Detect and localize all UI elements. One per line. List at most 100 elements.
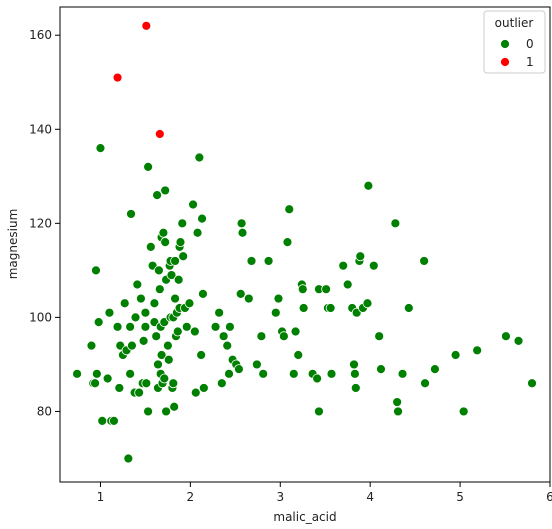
scatter-point-outlier-0 (153, 265, 164, 276)
y-tick-label: 140 (29, 122, 52, 136)
scatter-point-outlier-0 (234, 364, 244, 375)
scatter-point-outlier-0 (125, 321, 136, 332)
scatter-point-outlier-0 (196, 350, 207, 360)
scatter-point-outlier-0 (159, 373, 170, 384)
scatter-point-outlier-0 (501, 331, 511, 342)
scatter-point-outlier-0 (140, 321, 151, 332)
scatter-point-outlier-0 (149, 298, 160, 309)
x-tick-label: 6 (546, 490, 552, 504)
x-tick-label: 5 (456, 490, 464, 504)
scatter-point-outlier-0 (350, 383, 361, 393)
scatter-point-outlier-0 (363, 180, 374, 191)
legend: outlier 0 1 (483, 10, 546, 74)
scatter-point-outlier-0 (127, 340, 137, 351)
scatter-point-outlier-0 (349, 359, 359, 370)
scatter-point-outlier-0 (189, 326, 200, 337)
y-axis: 80 100 120 140 160 (29, 28, 60, 418)
scatter-point-outlier-0 (349, 368, 360, 379)
scatter-point-outlier-0 (141, 378, 152, 389)
scatter-point-outlier-0 (168, 378, 179, 389)
scatter-point-outlier-0 (278, 331, 289, 342)
x-tick-label: 1 (97, 490, 105, 504)
scatter-point-outlier-0 (138, 336, 149, 346)
scatter-point-outlier-0 (513, 336, 524, 346)
scatter-point-outlier-0 (90, 378, 100, 389)
scatter-point-outlier-0 (368, 260, 379, 271)
scatter-point-outlier-0 (192, 227, 203, 238)
scatter-point-outlier-0 (102, 373, 113, 384)
scatter-point-outlier-0 (251, 359, 262, 370)
scatter-point-outlier-0 (143, 406, 154, 417)
y-tick-label: 160 (29, 28, 52, 42)
legend-marker-1 (500, 57, 510, 67)
scatter-point-outlier-0 (326, 368, 337, 379)
scatter-point-outlier-0 (198, 383, 209, 393)
plot-area (59, 6, 551, 483)
scatter-point-outlier-0 (210, 321, 221, 332)
scatter-point-outlier-0 (153, 359, 163, 370)
scatter-point-outlier-0 (93, 317, 104, 327)
scatter-point-outlier-0 (290, 326, 301, 337)
scatter-point-outlier-0 (91, 368, 102, 379)
scatter-point-outlier-0 (236, 218, 247, 229)
legend-box (483, 10, 546, 74)
scatter-point-outlier-0 (237, 227, 248, 238)
scatter-point-outlier-0 (95, 143, 106, 153)
y-tick-label: 100 (29, 310, 52, 324)
x-tick-label: 2 (187, 490, 195, 504)
scatter-point-outlier-0 (218, 331, 229, 342)
scatter-point-outlier-0 (216, 378, 227, 389)
scatter-point-outlier-0 (258, 368, 269, 379)
x-tick-label: 3 (276, 490, 284, 504)
scatter-point-outlier-0 (72, 368, 82, 379)
scatter-point-outlier-0 (270, 307, 281, 318)
scatter-point-outlier-0 (198, 288, 208, 299)
x-axis: 1 2 3 4 5 6 (97, 482, 552, 504)
scatter-point-outlier-0 (134, 387, 145, 398)
scatter-point-outlier-1 (112, 72, 123, 83)
scatter-point-outlier-0 (225, 321, 235, 332)
scatter-point-outlier-0 (119, 298, 130, 309)
scatter-point-outlier-0 (246, 256, 257, 266)
scatter-point-outlier-0 (166, 270, 177, 280)
scatter-point-outlier-0 (298, 303, 309, 313)
scatter-point-outlier-0 (243, 293, 254, 304)
scatter-point-outlier-0 (392, 397, 403, 407)
scatter-point-outlier-0 (188, 199, 198, 210)
scatter-point-outlier-0 (314, 406, 324, 417)
scatter-point-outlier-0 (123, 453, 134, 464)
y-tick-label: 120 (29, 216, 52, 230)
scatter-point-outlier-0 (393, 406, 403, 417)
scatter-point-outlier-0 (293, 350, 304, 360)
scatter-point-outlier-0 (86, 340, 97, 351)
scatter-point-outlier-0 (161, 406, 171, 417)
y-axis-label: magnesium (6, 209, 20, 280)
scatter-point-outlier-0 (197, 213, 207, 224)
scatter-point-outlier-0 (527, 378, 537, 389)
scatter-point-outlier-0 (403, 303, 414, 313)
scatter-point-outlier-0 (362, 298, 373, 309)
scatter-point-outlier-0 (160, 185, 171, 196)
scatter-point-outlier-1 (141, 20, 152, 31)
scatter-point-outlier-0 (136, 293, 146, 304)
scatter-point-outlier-0 (178, 251, 189, 262)
scatter-point-outlier-0 (224, 368, 234, 379)
scatter-point-outlier-0 (154, 284, 165, 295)
scatter-point-outlier-0 (325, 303, 336, 313)
scatter-point-outlier-0 (169, 401, 180, 412)
scatter-point-outlier-0 (342, 279, 353, 290)
scatter-point-outlier-0 (162, 340, 173, 351)
scatter-point-outlier-1 (154, 129, 165, 139)
scatter-point-outlier-0 (160, 237, 171, 248)
scatter-point-outlier-0 (420, 378, 430, 389)
scatter-point-outlier-0 (158, 227, 169, 238)
scatter-point-outlier-0 (355, 251, 366, 262)
scatter-point-outlier-0 (97, 415, 108, 426)
scatter-point-outlier-0 (284, 204, 295, 215)
legend-label-1: 1 (526, 55, 534, 69)
scatter-point-outlier-0 (419, 256, 430, 266)
scatter-point-outlier-0 (177, 218, 188, 229)
scatter-point-outlier-0 (163, 354, 174, 365)
scatter-point-outlier-0 (256, 331, 267, 342)
scatter-point-outlier-0 (126, 209, 136, 219)
